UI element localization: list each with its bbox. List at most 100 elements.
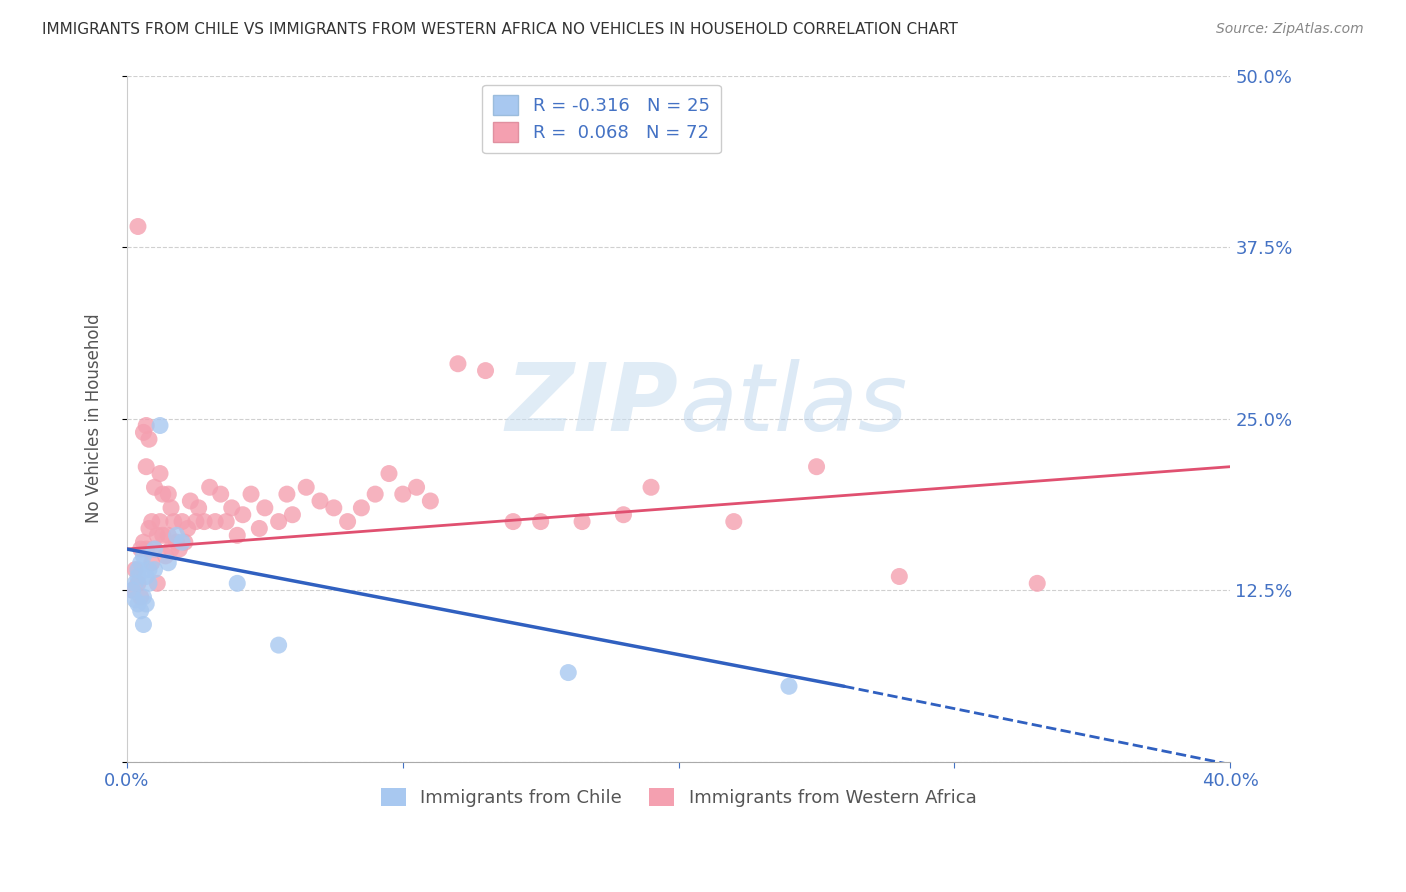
Point <box>350 500 373 515</box>
Point <box>226 528 249 542</box>
Point <box>557 665 579 680</box>
Point <box>295 480 318 494</box>
Point <box>143 480 166 494</box>
Point <box>281 508 304 522</box>
Text: ZIP: ZIP <box>506 359 679 451</box>
Point <box>723 515 745 529</box>
Point <box>132 590 155 604</box>
Point <box>474 363 496 377</box>
Point <box>1026 576 1049 591</box>
Point <box>378 467 401 481</box>
Point <box>226 576 249 591</box>
Point <box>143 563 166 577</box>
Point <box>612 508 634 522</box>
Point <box>124 576 146 591</box>
Point <box>132 535 155 549</box>
Point <box>138 432 160 446</box>
Point <box>127 219 149 234</box>
Text: Source: ZipAtlas.com: Source: ZipAtlas.com <box>1216 22 1364 37</box>
Point <box>146 576 169 591</box>
Point <box>129 604 152 618</box>
Point <box>138 563 160 577</box>
Point <box>129 556 152 570</box>
Point <box>322 500 344 515</box>
Point <box>124 592 146 607</box>
Point <box>135 569 157 583</box>
Text: IMMIGRANTS FROM CHILE VS IMMIGRANTS FROM WESTERN AFRICA NO VEHICLES IN HOUSEHOLD: IMMIGRANTS FROM CHILE VS IMMIGRANTS FROM… <box>42 22 957 37</box>
Point <box>129 590 152 604</box>
Point <box>157 556 180 570</box>
Point <box>149 418 172 433</box>
Point <box>778 679 800 693</box>
Point <box>149 515 172 529</box>
Point <box>405 480 427 494</box>
Point <box>889 569 911 583</box>
Point <box>157 487 180 501</box>
Point <box>267 638 290 652</box>
Point <box>253 500 276 515</box>
Point <box>391 487 413 501</box>
Point <box>247 521 270 535</box>
Point <box>141 556 163 570</box>
Point <box>806 459 828 474</box>
Point <box>267 515 290 529</box>
Point <box>143 542 166 557</box>
Point <box>198 480 221 494</box>
Point <box>127 576 149 591</box>
Point <box>447 357 470 371</box>
Point <box>364 487 387 501</box>
Point <box>124 563 146 577</box>
Point <box>121 583 143 598</box>
Point <box>502 515 524 529</box>
Point <box>215 515 238 529</box>
Point <box>172 515 194 529</box>
Point <box>530 515 553 529</box>
Point <box>163 515 186 529</box>
Point <box>276 487 298 501</box>
Point <box>166 528 188 542</box>
Point <box>419 494 441 508</box>
Point <box>152 528 174 542</box>
Point <box>160 542 183 557</box>
Point <box>232 508 254 522</box>
Point <box>640 480 662 494</box>
Point <box>193 515 215 529</box>
Point <box>240 487 263 501</box>
Point <box>179 494 201 508</box>
Point <box>129 542 152 557</box>
Point <box>141 515 163 529</box>
Point <box>571 515 593 529</box>
Point <box>135 418 157 433</box>
Point <box>157 528 180 542</box>
Point <box>135 597 157 611</box>
Text: atlas: atlas <box>679 359 907 450</box>
Point <box>336 515 359 529</box>
Point <box>135 459 157 474</box>
Point <box>146 528 169 542</box>
Point <box>127 569 149 583</box>
Point <box>138 576 160 591</box>
Point <box>152 487 174 501</box>
Point <box>209 487 232 501</box>
Point <box>132 617 155 632</box>
Point <box>173 535 195 549</box>
Point <box>143 542 166 557</box>
Legend: Immigrants from Chile, Immigrants from Western Africa: Immigrants from Chile, Immigrants from W… <box>374 780 984 814</box>
Point <box>176 521 198 535</box>
Point <box>127 563 149 577</box>
Point <box>166 535 188 549</box>
Point <box>138 521 160 535</box>
Point <box>204 515 226 529</box>
Point <box>309 494 332 508</box>
Point <box>184 515 207 529</box>
Point <box>221 500 243 515</box>
Point <box>132 549 155 563</box>
Point <box>132 425 155 440</box>
Point <box>155 549 177 563</box>
Point <box>160 500 183 515</box>
Point <box>172 535 194 549</box>
Point <box>127 597 149 611</box>
Y-axis label: No Vehicles in Household: No Vehicles in Household <box>86 314 103 524</box>
Point <box>187 500 209 515</box>
Point <box>169 542 191 557</box>
